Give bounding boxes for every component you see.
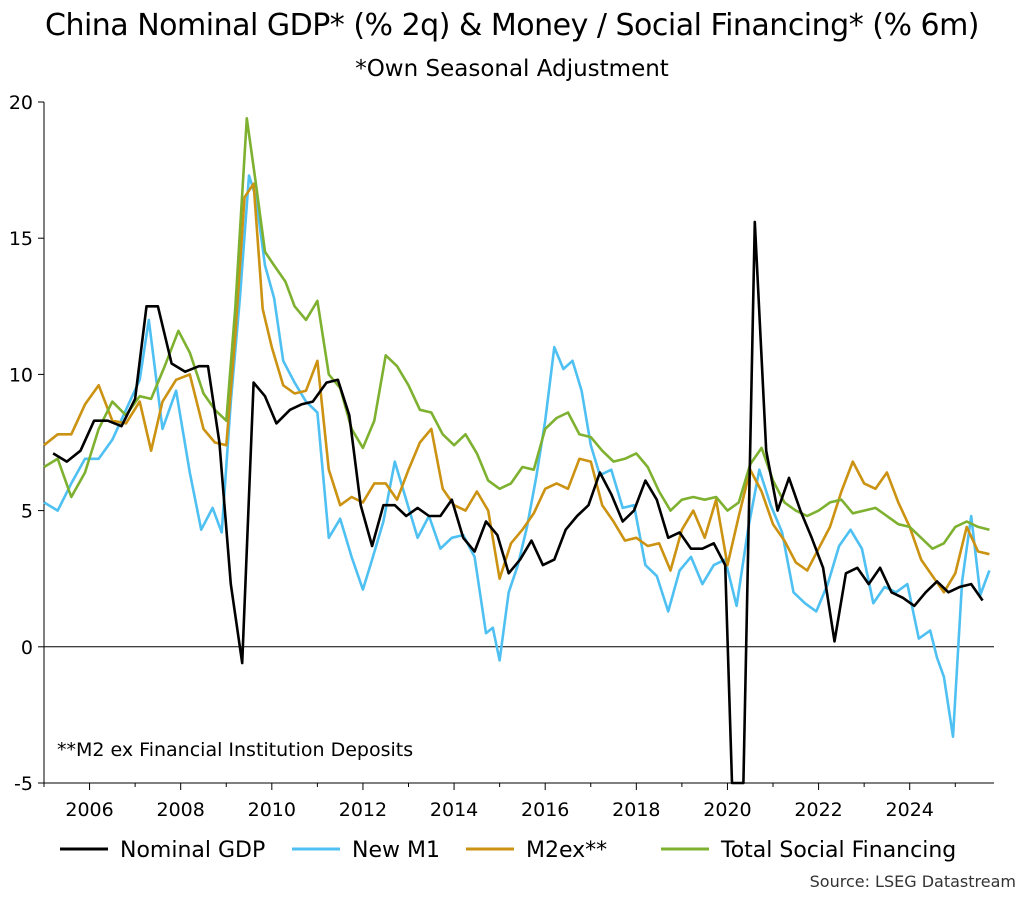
legend-label: M2ex** <box>526 838 607 863</box>
y-tick-label: 20 <box>9 92 33 114</box>
x-tick-label: 2006 <box>65 799 113 821</box>
x-tick-label: 2008 <box>157 799 205 821</box>
x-tick-label: 2020 <box>703 799 751 821</box>
series-line-m2ex <box>43 182 990 594</box>
legend-label: Nominal GDP <box>120 838 265 863</box>
chart-title: China Nominal GDP* (% 2q) & Money / Soci… <box>45 8 980 43</box>
series-lines <box>43 117 991 785</box>
x-tick-label: 2024 <box>886 799 934 821</box>
x-tick-label: 2014 <box>430 799 478 821</box>
y-tick-label: 0 <box>21 637 33 659</box>
x-tick-label: 2012 <box>339 799 387 821</box>
x-tick-label: 2010 <box>248 799 296 821</box>
chart-subtitle: *Own Seasonal Adjustment <box>355 56 669 82</box>
x-tick-label: 2022 <box>794 799 842 821</box>
x-tick-label: 2016 <box>521 799 569 821</box>
x-tick-label: 2018 <box>612 799 660 821</box>
series-line-total-social-financing <box>43 117 990 551</box>
y-tick-label: -5 <box>14 773 33 795</box>
legend-label: Total Social Financing <box>720 838 956 863</box>
series-line-nominal-gdp <box>52 220 984 785</box>
chart-annotation: **M2 ex Financial Institution Deposits <box>57 739 413 761</box>
y-tick-label: 10 <box>9 364 33 386</box>
chart-axes: -5 0 5 10 15 20 2006 2008 2010 2012 2014 2016 2018 20… <box>9 92 994 821</box>
chart-legend: Nominal GDP New M1 M2ex** Total Social Fina… <box>60 838 956 863</box>
legend-label: New M1 <box>352 838 440 863</box>
source-note: Source: LSEG Datastream <box>809 872 1016 891</box>
series-line-new-m1 <box>43 174 991 739</box>
y-tick-label: 15 <box>9 228 33 250</box>
y-tick-label: 5 <box>21 501 33 523</box>
